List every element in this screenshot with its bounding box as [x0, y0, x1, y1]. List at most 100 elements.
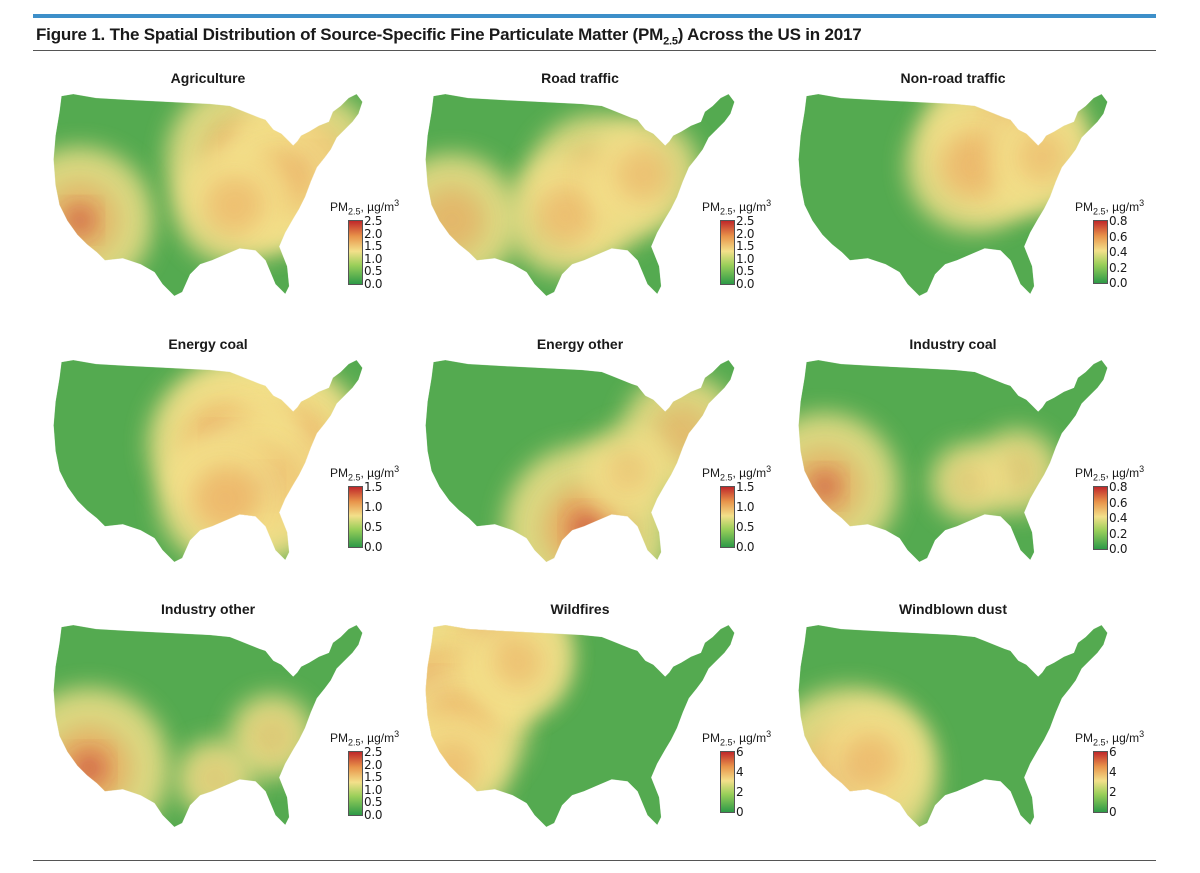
- legend-title: PM2.5, µg/m3: [330, 198, 400, 217]
- legend-tick-label: 1.5: [736, 480, 755, 494]
- color-legend: PM2.5, µg/m3 2.5 2.0 1.5 1.0 0.5 0.0: [330, 198, 420, 308]
- legend-color-ramp: [348, 751, 363, 816]
- legend-color-ramp: [720, 486, 735, 548]
- legend-tick-label: 1.0: [364, 782, 383, 797]
- legend-tick-label: 6: [1109, 745, 1117, 759]
- legend-tick-label: 0.0: [736, 540, 755, 554]
- us-choropleth-map: [425, 624, 735, 828]
- legend-title: PM2.5, µg/m3: [702, 464, 772, 483]
- map-hotspot: [198, 761, 233, 796]
- legend-tick-label: 0.2: [1109, 526, 1128, 541]
- map-hotspot: [425, 187, 485, 253]
- map-panel-5: Energy other PM2.5, µg/m3 1.5 1.0 0.5 0.0: [420, 336, 790, 596]
- legend-tick-label: 0.0: [364, 540, 383, 554]
- us-choropleth-map: [53, 93, 363, 297]
- us-choropleth-map: [53, 624, 363, 828]
- color-legend: PM2.5, µg/m3 6 4 2 0: [1075, 729, 1165, 839]
- panel-title: Road traffic: [541, 70, 619, 86]
- map-outline: [53, 359, 363, 563]
- legend-tick-label: 6: [736, 745, 744, 759]
- map-hotspot: [493, 638, 543, 688]
- map-outline: [53, 624, 363, 828]
- legend-tick-label: 0.0: [364, 807, 383, 822]
- map-outline: [425, 624, 735, 828]
- legend-tick-label: 0.5: [736, 520, 755, 534]
- legend-title: PM2.5, µg/m3: [702, 729, 772, 748]
- legend-tick-label: 0.4: [1109, 511, 1128, 525]
- map-outline: [53, 93, 363, 297]
- legend-tick-label: 0.5: [364, 520, 383, 534]
- legend-title: PM2.5, µg/m3: [1075, 198, 1145, 217]
- title-divider: [33, 50, 1156, 51]
- panel-title: Agriculture: [170, 70, 246, 86]
- color-legend: PM2.5, µg/m3 2.5 2.0 1.5 1.0 0.5 0.0: [330, 729, 420, 839]
- legend-color-ramp: [348, 486, 363, 548]
- us-choropleth-map: [798, 359, 1108, 563]
- map-hotspot-core: [812, 473, 838, 499]
- legend-color-ramp: [348, 220, 363, 285]
- legend-title: PM2.5, µg/m3: [1075, 464, 1145, 483]
- legend-title: PM2.5, µg/m3: [330, 729, 400, 748]
- color-legend: PM2.5, µg/m3 1.5 1.0 0.5 0.0: [330, 464, 420, 574]
- legend-tick-label: 0.6: [1109, 495, 1128, 510]
- us-choropleth-map: [425, 359, 735, 563]
- legend-tick-label: 1.5: [736, 239, 755, 253]
- map-hotspot: [252, 717, 292, 756]
- legend-tick-label: 0.5: [364, 795, 383, 809]
- map-hotspot: [617, 147, 671, 201]
- legend-tick-label: 0.0: [1109, 542, 1128, 556]
- panel-title: Windblown dust: [899, 601, 1007, 617]
- map-hotspot: [192, 466, 258, 532]
- legend-tick-label: 0.5: [736, 264, 755, 278]
- legend-tick-label: 4: [1109, 765, 1117, 779]
- panel-title: Wildfires: [550, 601, 610, 617]
- map-panel-6: Industry coal PM2.5, µg/m3 0.8 0.6 0.4 0.2 0.0: [793, 336, 1163, 596]
- legend-tick-label: 0.6: [1109, 229, 1128, 244]
- us-choropleth-map: [798, 624, 1108, 828]
- legend-tick-label: 1.0: [736, 251, 755, 266]
- map-hotspot: [952, 464, 987, 500]
- legend-title: PM2.5, µg/m3: [330, 464, 400, 483]
- legend-tick-label: 0: [1109, 805, 1117, 819]
- panel-title: Energy coal: [168, 336, 248, 352]
- map-hotspot: [940, 133, 1006, 198]
- legend-tick-label: 0.4: [1109, 245, 1128, 259]
- map-hotspot-core: [67, 207, 93, 233]
- legend-tick-label: 0.0: [364, 276, 383, 291]
- map-hotspot: [205, 176, 263, 235]
- color-legend: PM2.5, µg/m3 0.8 0.6 0.4 0.2 0.0: [1075, 464, 1165, 574]
- map-panel-7: Industry other PM2.5, µg/m3 2.5 2.0 1.5 1.0 0.…: [48, 601, 418, 861]
- legend-tick-label: 0.0: [1109, 276, 1128, 290]
- legend-tick-label: 0.0: [736, 276, 755, 291]
- map-outline: [798, 624, 1108, 828]
- bottom-divider: [33, 860, 1156, 861]
- legend-tick-label: 2.5: [736, 214, 755, 228]
- map-panel-8: Wildfires PM2.5, µg/m3 6 4 2 0: [420, 601, 790, 861]
- legend-tick-label: 4: [736, 765, 744, 779]
- map-hotspot: [1017, 132, 1067, 182]
- legend-tick-label: 1.5: [364, 770, 383, 784]
- us-choropleth-map: [53, 359, 363, 563]
- map-outline: [425, 93, 735, 297]
- legend-tick-label: 2.0: [364, 226, 383, 241]
- legend-tick-label: 2: [1109, 785, 1117, 799]
- legend-tick-label: 1.0: [364, 251, 383, 266]
- map-hotspot: [536, 187, 594, 245]
- legend-tick-label: 2.0: [736, 226, 755, 241]
- legend-tick-label: 2.5: [364, 214, 383, 228]
- us-choropleth-map: [798, 93, 1108, 297]
- color-legend: PM2.5, µg/m3 1.5 1.0 0.5 0.0: [702, 464, 792, 574]
- color-legend: PM2.5, µg/m3 6 4 2 0: [702, 729, 792, 839]
- map-outline: [425, 359, 735, 563]
- panel-title: Industry other: [160, 601, 256, 617]
- legend-title: PM2.5, µg/m3: [1075, 729, 1145, 748]
- map-panel-4: Energy coal PM2.5, µg/m3 1.5 1.0 0.5 0.0: [48, 336, 418, 596]
- legend-color-ramp: [720, 751, 735, 813]
- panel-title: Industry coal: [909, 336, 997, 352]
- legend-tick-label: 1.5: [364, 480, 383, 494]
- legend-tick-label: 0.5: [364, 264, 383, 278]
- map-outline: [798, 93, 1108, 297]
- legend-color-ramp: [1093, 486, 1108, 550]
- legend-tick-label: 0.8: [1109, 214, 1128, 228]
- panel-title: Non-road traffic: [900, 70, 1006, 86]
